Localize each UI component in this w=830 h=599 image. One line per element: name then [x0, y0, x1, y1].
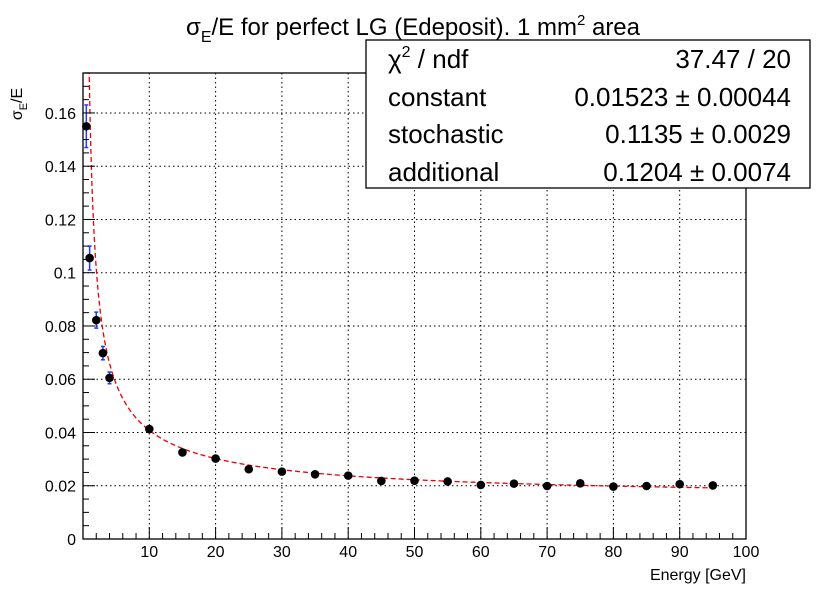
- stats-value: 0.01523 ± 0.00044: [574, 82, 791, 112]
- data-marker: [91, 315, 101, 325]
- data-marker: [105, 373, 114, 383]
- data-marker: [708, 481, 718, 490]
- x-tick-label: 60: [472, 544, 490, 561]
- data-marker: [542, 481, 552, 491]
- data-point: [542, 481, 552, 491]
- stats-box-frame: [365, 39, 811, 189]
- data-point: [509, 479, 519, 488]
- fit-curve: [84, 72, 713, 489]
- data-point: [85, 245, 94, 271]
- data-marker: [443, 477, 452, 486]
- stats-label: stochastic: [388, 119, 504, 149]
- x-tick-label: 80: [605, 544, 623, 561]
- y-tick-label: 0: [67, 532, 76, 549]
- x-tick-label: 20: [207, 544, 225, 561]
- stats-box: χ2 / ndf 37.47 / 20 constant 0.01523 ± 0.00…: [365, 39, 811, 189]
- data-marker: [145, 424, 154, 434]
- data-marker: [244, 464, 254, 474]
- x-tick-label: 30: [273, 544, 291, 561]
- data-marker: [410, 476, 419, 485]
- data-marker: [211, 454, 220, 463]
- x-tick-label: 40: [339, 544, 357, 561]
- y-tick-label: 0.12: [45, 212, 76, 229]
- data-point: [343, 471, 353, 480]
- data-point: [91, 311, 101, 329]
- stats-label: constant: [388, 82, 487, 112]
- data-point: [708, 481, 718, 490]
- data-point: [642, 481, 651, 491]
- data-point: [244, 464, 254, 474]
- data-marker: [509, 479, 519, 488]
- data-point: [310, 469, 320, 479]
- y-tick-label: 0.06: [45, 372, 76, 389]
- data-point: [575, 479, 585, 488]
- data-marker: [377, 476, 386, 486]
- data-marker: [575, 479, 585, 488]
- y-axis-title: σE/E: [9, 88, 30, 120]
- stats-value: 0.1204 ± 0.0074: [603, 157, 791, 187]
- data-marker: [343, 471, 353, 480]
- stats-value: 37.47 / 20: [675, 44, 791, 74]
- points-layer: [82, 104, 718, 491]
- chart-title: σE/E for perfect LG (Edeposit). 1 mm2 ar…: [186, 12, 641, 46]
- y-tick-label: 0.1: [54, 266, 76, 283]
- data-point: [476, 480, 486, 490]
- fit-layer: [84, 72, 713, 489]
- y-tick-label: 0.16: [45, 106, 76, 123]
- data-marker: [277, 467, 287, 476]
- stats-value: 0.1135 ± 0.0029: [605, 119, 791, 149]
- data-marker: [609, 482, 618, 491]
- data-marker: [476, 480, 486, 490]
- data-point: [675, 479, 684, 489]
- data-marker: [178, 448, 187, 457]
- stats-label: χ2 / ndf: [388, 44, 469, 74]
- data-point: [609, 482, 618, 491]
- data-point: [410, 476, 419, 485]
- y-tick-label: 0.14: [45, 159, 76, 176]
- data-point: [98, 345, 108, 361]
- y-axis: 0 0.02 0.04 0.06 0.08 0.1 0.12 0.14 0.16: [45, 72, 95, 549]
- data-point: [277, 467, 287, 476]
- data-point: [105, 371, 114, 385]
- data-point: [145, 424, 154, 434]
- data-point: [377, 476, 386, 486]
- x-tick-label: 50: [406, 544, 424, 561]
- y-tick-label: 0.04: [45, 425, 76, 442]
- data-marker: [642, 481, 651, 491]
- data-marker: [98, 348, 108, 358]
- x-tick-label: 90: [671, 544, 689, 561]
- data-marker: [675, 479, 684, 489]
- data-point: [443, 477, 452, 486]
- data-marker: [310, 469, 320, 479]
- y-tick-label: 0.02: [45, 479, 76, 496]
- x-axis: 10 20 30 40 50 60 70 80 90 100: [82, 527, 760, 561]
- x-tick-label: 100: [733, 544, 760, 561]
- x-tick-label: 70: [538, 544, 556, 561]
- data-marker: [85, 253, 94, 263]
- data-point: [178, 448, 187, 457]
- stats-label: additional: [388, 157, 499, 187]
- y-tick-label: 0.08: [45, 319, 76, 336]
- data-point: [211, 454, 220, 463]
- x-axis-title: Energy [GeV]: [650, 567, 746, 584]
- x-tick-label: 10: [140, 544, 158, 561]
